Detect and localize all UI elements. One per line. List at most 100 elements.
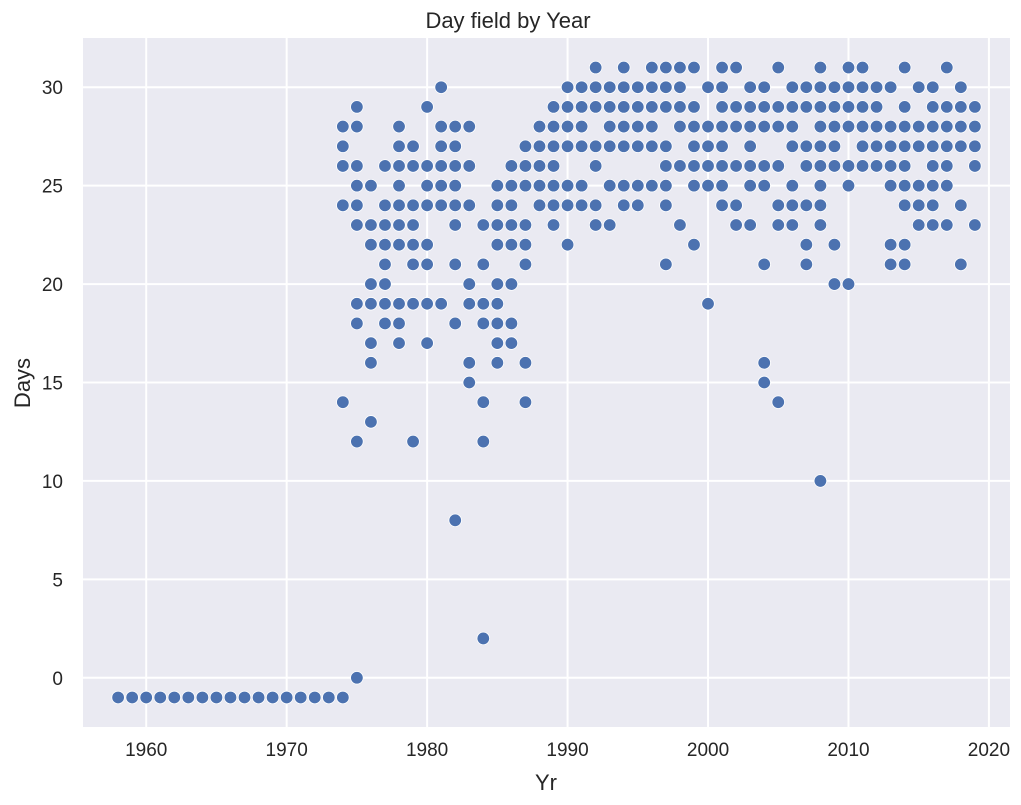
data-point: [841, 80, 856, 94]
data-point: [940, 119, 954, 134]
data-point: [813, 218, 828, 232]
data-point: [392, 198, 406, 213]
data-point: [897, 119, 912, 134]
data-point: [940, 139, 954, 153]
data-point: [659, 257, 673, 272]
data-point: [883, 159, 898, 173]
data-point: [926, 198, 940, 213]
data-point: [715, 100, 729, 114]
data-point: [687, 237, 701, 252]
data-point: [771, 159, 785, 173]
data-point: [574, 80, 589, 94]
data-point: [785, 178, 799, 193]
data-point: [883, 119, 898, 134]
data-point: [350, 119, 364, 134]
data-point: [729, 159, 743, 173]
data-point: [799, 257, 814, 272]
data-point: [715, 198, 729, 213]
data-point: [476, 631, 490, 646]
data-point: [322, 690, 336, 705]
data-point: [546, 178, 561, 193]
data-point: [476, 316, 490, 331]
data-point: [588, 139, 603, 153]
data-point: [518, 257, 533, 272]
data-point: [926, 218, 940, 232]
data-point: [659, 80, 673, 94]
data-point: [757, 257, 771, 272]
data-point: [265, 690, 280, 705]
data-point: [490, 316, 505, 331]
data-point: [336, 690, 350, 705]
data-point: [645, 80, 659, 94]
data-point: [294, 690, 308, 705]
data-point: [392, 139, 406, 153]
data-point: [799, 80, 814, 94]
data-point: [897, 237, 912, 252]
data-point: [827, 277, 842, 291]
data-point: [617, 178, 631, 193]
y-tick-label: 30: [42, 78, 63, 99]
data-point: [855, 119, 870, 134]
data-point: [518, 218, 533, 232]
data-point: [392, 297, 406, 311]
data-point: [490, 336, 505, 350]
data-point: [617, 60, 631, 75]
data-point: [757, 100, 771, 114]
data-point: [392, 336, 406, 350]
data-point: [392, 237, 406, 252]
data-point: [743, 178, 757, 193]
data-point: [827, 237, 842, 252]
data-point: [968, 119, 982, 134]
data-point: [406, 297, 420, 311]
y-axis-label: Days: [10, 358, 35, 408]
data-point: [603, 80, 617, 94]
data-point: [364, 178, 378, 193]
data-point: [757, 80, 771, 94]
x-tick-label: 1960: [125, 740, 167, 761]
data-point: [364, 336, 378, 350]
data-point: [603, 139, 617, 153]
data-point: [392, 316, 406, 331]
data-point: [448, 159, 462, 173]
data-point: [701, 119, 715, 134]
data-point: [448, 513, 462, 528]
data-point: [406, 237, 420, 252]
data-point: [603, 218, 617, 232]
data-point: [350, 434, 364, 449]
data-point: [701, 159, 715, 173]
data-point: [841, 100, 856, 114]
data-point: [378, 218, 392, 232]
data-point: [869, 139, 884, 153]
data-point: [378, 297, 392, 311]
data-point: [968, 139, 982, 153]
data-point: [659, 100, 673, 114]
y-axis-ticks: 0 5 10 15 20 25 30: [42, 78, 63, 690]
data-point: [448, 119, 462, 134]
data-point: [659, 139, 673, 153]
data-point: [926, 119, 940, 134]
data-point: [546, 100, 561, 114]
data-point: [420, 237, 434, 252]
data-point: [434, 178, 448, 193]
data-point: [799, 237, 814, 252]
y-tick-label: 0: [52, 669, 63, 690]
data-point: [940, 100, 954, 114]
x-axis-label: Yr: [535, 770, 557, 795]
data-point: [926, 139, 940, 153]
data-point: [813, 474, 828, 488]
data-point: [406, 159, 420, 173]
data-point: [912, 80, 926, 94]
data-point: [490, 356, 505, 370]
data-point: [631, 100, 645, 114]
data-point: [687, 159, 701, 173]
data-point: [715, 80, 729, 94]
x-tick-label: 2010: [827, 740, 869, 761]
data-point: [883, 178, 898, 193]
data-point: [715, 119, 729, 134]
data-point: [715, 60, 729, 75]
data-point: [631, 178, 645, 193]
data-point: [532, 119, 547, 134]
data-point: [504, 336, 519, 350]
data-point: [954, 119, 968, 134]
data-point: [631, 80, 645, 94]
